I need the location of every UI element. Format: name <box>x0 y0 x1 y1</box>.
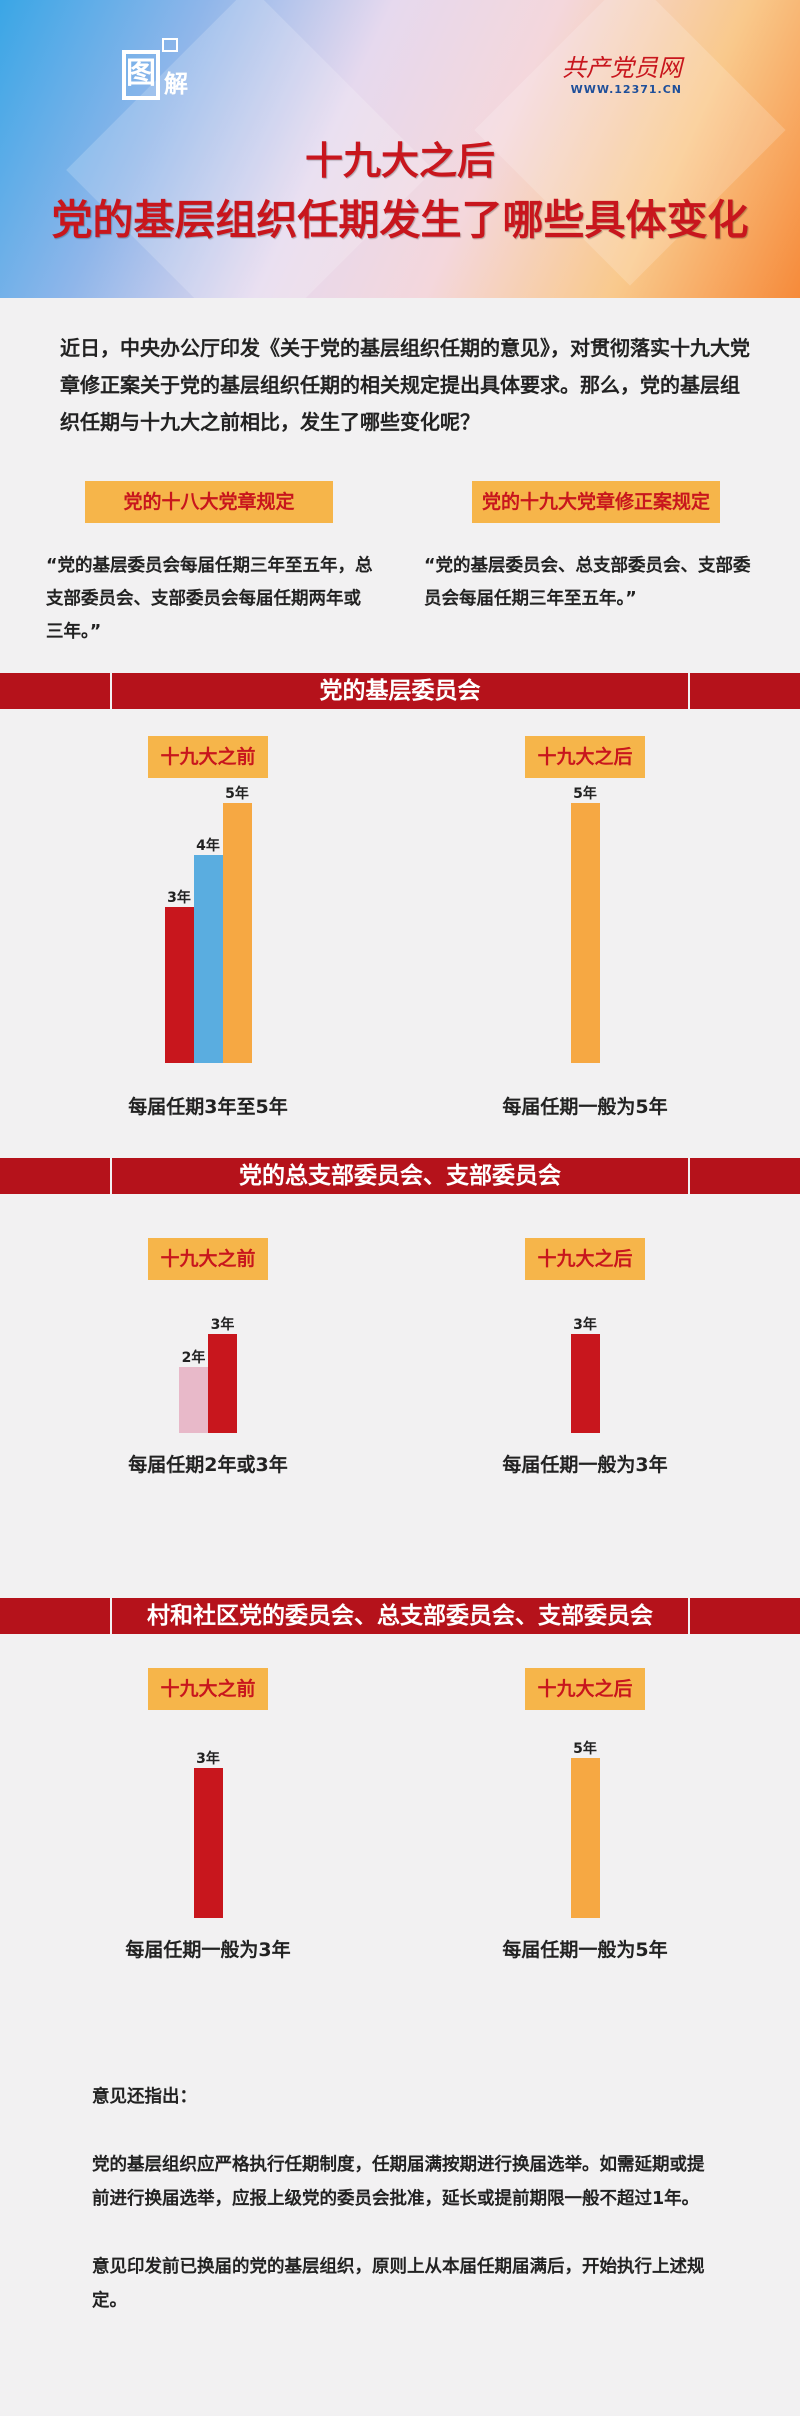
panel-caption: 每届任期一般为5年 <box>502 1096 668 1118</box>
bar-3年 <box>164 907 194 1063</box>
panel-caption: 每届任期2年或3年 <box>128 1454 288 1476</box>
footer-paragraph: 意见印发前已换届的党的基层组织，原则上从本届任期届满后，开始执行上述规定。 <box>92 2257 705 2311</box>
bar-5年 <box>570 1758 600 1918</box>
period-tag: 十九大之后 <box>525 736 645 778</box>
bar-4年 <box>193 855 223 1063</box>
bar-3年 <box>208 1334 237 1433</box>
new-rule-quote: “党的基层委员会、总支部委员会、支部委员会每届任期三年至五年。” <box>424 556 751 609</box>
bar-value-label: 2年 <box>181 1350 206 1366</box>
bar-value-label: 5年 <box>573 786 597 802</box>
section-divider <box>688 1158 690 1194</box>
badge-frame: 图 <box>122 50 160 100</box>
bar-2年 <box>179 1367 208 1433</box>
panel-caption: 每届任期一般为3年 <box>502 1454 668 1476</box>
old-rule-label: 党的十八大党章规定 <box>85 481 333 523</box>
section-title: 党的总支部委员会、支部委员会 <box>239 1163 561 1189</box>
bar-value-label: 3年 <box>196 1751 220 1767</box>
tujie-badge: 图 解 <box>122 38 192 118</box>
footer-notes: 意见还指出： 党的基层组织应严格执行任期制度，任期届满按期进行换届选举。如需延期… <box>92 2080 712 2352</box>
logo-name: 共产党员网 <box>562 54 682 82</box>
bar-5年 <box>570 803 600 1063</box>
old-rule-quote: “党的基层委员会每届任期三年至五年，总支部委员会、支部委员会每届任期两年或三年。… <box>46 556 373 642</box>
bar-5年 <box>222 803 252 1063</box>
section-header: 党的总支部委员会、支部委员会 <box>0 1158 800 1194</box>
panel-caption: 每届任期一般为3年 <box>125 1939 291 1961</box>
period-tag: 十九大之前 <box>148 1238 268 1280</box>
page-title: 十九大之后 <box>304 139 495 183</box>
logo-url: WWW.12371.CN <box>570 83 682 96</box>
bar-value-label: 4年 <box>196 838 220 854</box>
bar-value-label: 3年 <box>573 1317 597 1333</box>
bar-value-label: 3年 <box>167 890 191 906</box>
period-tag: 十九大之前 <box>148 1668 268 1710</box>
section-divider <box>688 673 690 709</box>
badge-text: 解 <box>164 70 188 98</box>
footer-heading: 意见还指出： <box>92 2087 197 2107</box>
period-tag: 十九大之后 <box>525 1668 645 1710</box>
period-tag: 十九大之前 <box>148 736 268 778</box>
footer-paragraph: 党的基层组织应严格执行任期制度，任期届满按期进行换届选举。如需延期或提前进行换届… <box>92 2155 705 2209</box>
page-subtitle: 党的基层组织任期发生了哪些具体变化 <box>51 196 749 244</box>
new-rule-label: 党的十九大党章修正案规定 <box>472 481 720 523</box>
section-divider <box>688 1598 690 1634</box>
section-header: 党的基层委员会 <box>0 673 800 709</box>
section-divider <box>110 1158 112 1194</box>
section-title: 村和社区党的委员会、总支部委员会、支部委员会 <box>147 1603 653 1629</box>
bar-3年 <box>193 1768 223 1918</box>
image-icon <box>162 38 178 52</box>
bar-3年 <box>570 1334 600 1433</box>
period-tag: 十九大之后 <box>525 1238 645 1280</box>
section-divider <box>110 1598 112 1634</box>
bar-value-label: 5年 <box>573 1741 597 1757</box>
section-title: 党的基层委员会 <box>319 678 481 704</box>
header-banner: 图 解 共产党员网 WWW.12371.CN 十九大之后 党的基层组织任期发生了… <box>0 0 800 298</box>
panel-caption: 每届任期一般为5年 <box>502 1939 668 1961</box>
intro-text: 近日，中央办公厅印发《关于党的基层组织任期的意见》，对贯彻落实十九大党章修正案关… <box>60 336 750 434</box>
section-header: 村和社区党的委员会、总支部委员会、支部委员会 <box>0 1598 800 1634</box>
bar-value-label: 5年 <box>225 786 249 802</box>
panel-caption: 每届任期3年至5年 <box>128 1096 288 1118</box>
bar-value-label: 3年 <box>210 1317 235 1333</box>
site-logo: 共产党员网 WWW.12371.CN <box>562 48 682 96</box>
section-divider <box>110 673 112 709</box>
